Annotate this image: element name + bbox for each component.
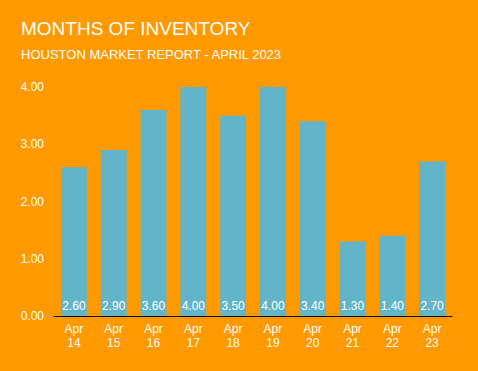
svg-text:2.00: 2.00 [21,195,45,209]
svg-text:MONTHS OF INVENTORY: MONTHS OF INVENTORY [21,18,251,39]
svg-text:3.60: 3.60 [142,299,166,313]
svg-text:2.60: 2.60 [62,299,86,313]
svg-text:2.90: 2.90 [102,299,126,313]
svg-text:23: 23 [425,336,439,350]
svg-text:21: 21 [346,336,360,350]
svg-text:4.00: 4.00 [21,80,45,94]
svg-text:Apr: Apr [423,322,442,336]
svg-text:1.00: 1.00 [21,252,45,266]
svg-text:16: 16 [147,336,161,350]
svg-text:1.40: 1.40 [381,299,405,313]
svg-text:Apr: Apr [184,322,203,336]
svg-text:Apr: Apr [224,322,243,336]
svg-text:15: 15 [107,336,121,350]
svg-text:Apr: Apr [303,322,322,336]
svg-text:0.00: 0.00 [21,309,45,323]
svg-text:1.30: 1.30 [341,299,365,313]
svg-text:Apr: Apr [383,322,402,336]
svg-text:20: 20 [306,336,320,350]
svg-text:Apr: Apr [343,322,362,336]
svg-text:19: 19 [266,336,280,350]
svg-text:4.00: 4.00 [261,299,285,313]
svg-text:Apr: Apr [65,322,84,336]
svg-text:14: 14 [67,336,81,350]
svg-text:18: 18 [226,336,240,350]
svg-text:4.00: 4.00 [182,299,206,313]
svg-text:17: 17 [187,336,201,350]
svg-text:2.70: 2.70 [420,299,444,313]
svg-text:22: 22 [386,336,400,350]
svg-text:3.50: 3.50 [221,299,245,313]
svg-text:3.40: 3.40 [301,299,325,313]
svg-text:Apr: Apr [104,322,123,336]
svg-text:HOUSTON MARKET REPORT - APRIL: HOUSTON MARKET REPORT - APRIL 2023 [21,47,281,62]
svg-text:Apr: Apr [264,322,283,336]
svg-text:Apr: Apr [144,322,163,336]
svg-text:3.00: 3.00 [21,137,45,151]
